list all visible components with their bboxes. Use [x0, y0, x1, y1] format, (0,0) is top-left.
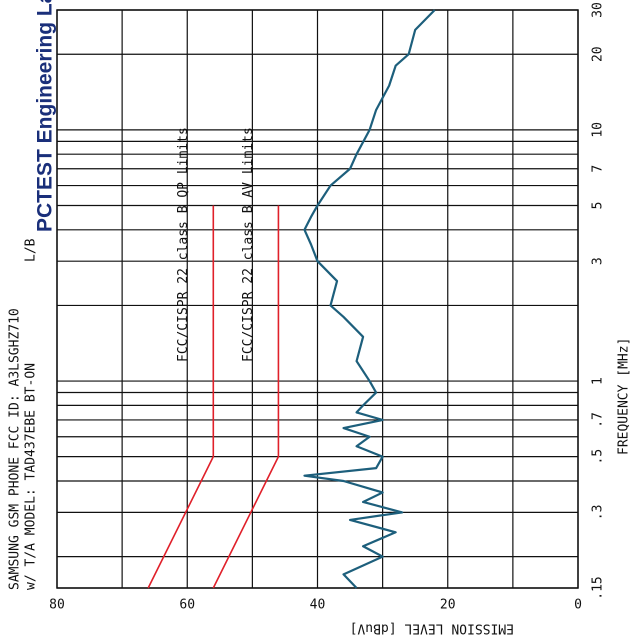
y-tick-label: 20 [440, 598, 456, 613]
series-label: FCC/CISPR 22 class B QP Limits [176, 127, 191, 362]
x-tick-label: .7 [591, 412, 606, 428]
x-tick-label: 10 [591, 122, 606, 138]
trace [303, 9, 436, 589]
limit-line [212, 205, 280, 589]
x-tick-label: 20 [591, 46, 606, 62]
x-tick-label: 3 [591, 257, 606, 265]
chart-subtitle: w/ T/A MODEL: TAD437EBE BT-ON [24, 363, 39, 590]
tag: L/B [24, 238, 39, 262]
x-tick-label: 7 [591, 165, 606, 173]
x-tick-label: 5 [591, 202, 606, 210]
y-tick-label: 60 [179, 598, 195, 613]
x-axis-title: FREQUENCY [MHz] [617, 338, 632, 455]
y-tick-label: 40 [310, 598, 326, 613]
x-tick-label: 1 [591, 377, 606, 385]
series-label: FCC/CISPR 22 class B AV Limits [241, 127, 256, 362]
x-tick-label: 30 [591, 2, 606, 18]
chart-title: SAMSUNG GSM PHONE FCC ID: A3LSGHZ710 [8, 308, 23, 590]
limit-line [147, 205, 215, 589]
x-tick-label: .3 [591, 505, 606, 521]
x-tick-label: .5 [591, 449, 606, 465]
x-tick-label: .15 [591, 576, 606, 599]
y-tick-label: 0 [574, 598, 582, 613]
y-tick-label: 80 [49, 598, 65, 613]
y-axis-title: EMISSION LEVEL [dBuV] [350, 621, 514, 636]
lab-name: PCTEST Engineering Lab. [34, 0, 57, 232]
